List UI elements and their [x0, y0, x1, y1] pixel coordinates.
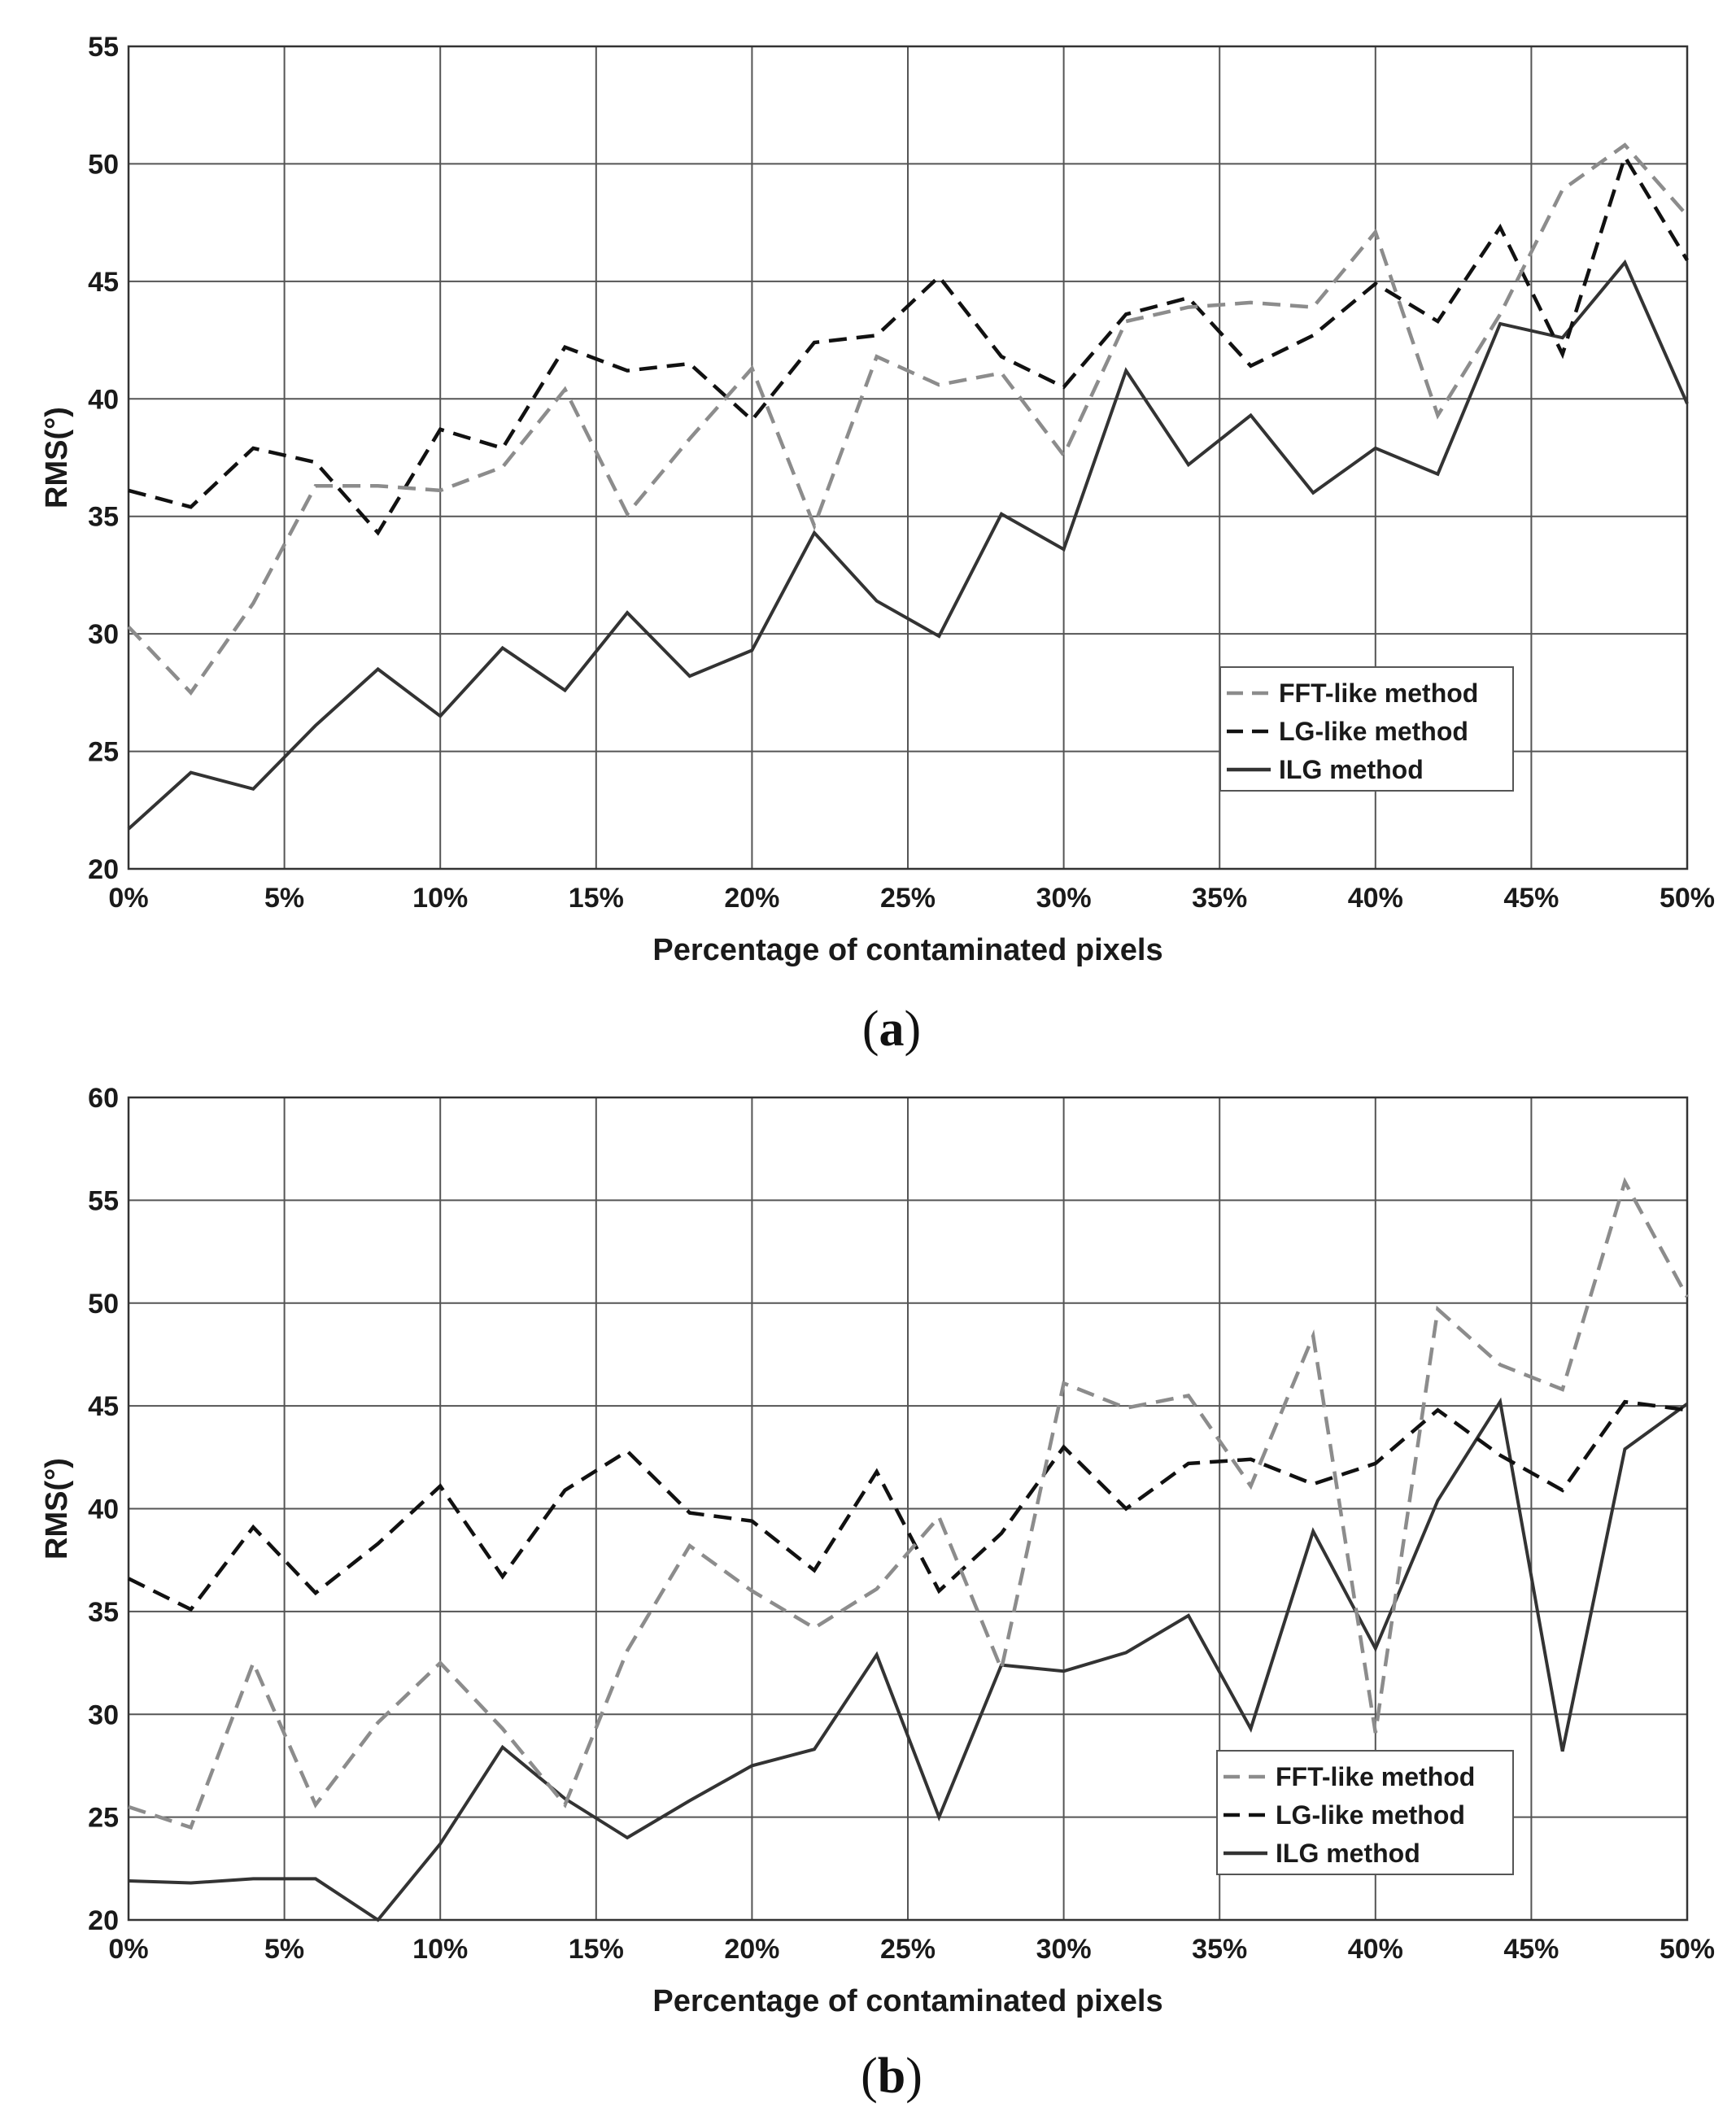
y-tick-label: 25 [88, 737, 119, 768]
plot-frame [127, 1096, 1689, 1922]
legend-label-fft-like-method: FFT-like method [1279, 678, 1478, 708]
x-tick-label: 5% [264, 1934, 304, 1965]
legend: FFT-like method LG-like method ILG method [1219, 666, 1514, 792]
x-tick-label: 10% [412, 883, 468, 914]
chart-panel-a: 0% 5% 10% 15% 20% 25% 30% 35% 40% 45% 50% 20 25 30 35 4… [40, 32, 1715, 1057]
x-tick-label: 25% [880, 883, 936, 914]
series-line-ilg-method [128, 1397, 1689, 1922]
x-tick-label: 30% [1036, 883, 1092, 914]
panel-label-part: ( [862, 1001, 879, 1057]
panel-label-part: ( [861, 2048, 878, 2104]
y-tick-label: 50 [88, 1289, 119, 1320]
x-axis-label: Percentage of contaminated pixels [652, 933, 1162, 967]
y-tick-label: 45 [88, 267, 119, 298]
panel-label: (a) [862, 1001, 921, 1057]
legend-label-ilg-method: ILG method [1276, 1839, 1420, 1868]
panel-label-part: ) [905, 2048, 923, 2104]
x-tick-label: 5% [264, 883, 304, 914]
x-tick-label: 40% [1348, 1934, 1403, 1965]
y-axis-label: RMS(°) [40, 1458, 74, 1560]
panel-label: (b) [861, 2048, 923, 2104]
x-tick-label: 15% [569, 1934, 624, 1965]
x-tick-label: 40% [1348, 883, 1403, 914]
chart-panel-b: 0% 5% 10% 15% 20% 25% 30% 35% 40% 45% 50% 20 25 30 35 4… [40, 1083, 1715, 2104]
legend-label-lg-like-method: LG-like method [1276, 1800, 1465, 1830]
x-tick-label: 50% [1660, 1934, 1715, 1965]
y-tick-label: 40 [88, 1494, 119, 1525]
legend-label-lg-like-method: LG-like method [1279, 717, 1468, 746]
x-tick-label: 45% [1503, 1934, 1559, 1965]
x-tick-label: 20% [724, 883, 779, 914]
y-tick-label: 55 [88, 1185, 119, 1216]
y-tick-label: 50 [88, 149, 119, 180]
y-tick-label: 30 [88, 1699, 119, 1730]
y-tick-label: 35 [88, 1597, 119, 1628]
x-tick-label: 0% [108, 1934, 148, 1965]
panel-label-part: a [879, 1001, 905, 1057]
plot-frame [127, 45, 1689, 870]
series-line-fft-like-method [127, 142, 1689, 696]
x-tick-label: 35% [1192, 1934, 1247, 1965]
y-tick-label: 45 [88, 1391, 119, 1422]
y-tick-label: 40 [88, 384, 119, 415]
legend: FFT-like method LG-like method ILG method [1216, 1750, 1514, 1875]
legend-label-ilg-method: ILG method [1279, 755, 1424, 784]
panel-label-part: ) [905, 1001, 922, 1057]
x-axis-label: Percentage of contaminated pixels [652, 1984, 1162, 2018]
panel-label-part: b [878, 2048, 905, 2104]
y-tick-label: 35 [88, 502, 119, 533]
y-tick-label: 20 [88, 1905, 119, 1936]
series-line-ilg-method [127, 259, 1689, 831]
y-axis-label: RMS(°) [40, 407, 74, 508]
y-tick-label: 60 [88, 1083, 119, 1114]
series-line-fft-like-method [128, 1176, 1689, 1830]
x-tick-label: 20% [724, 1934, 779, 1965]
x-tick-label: 10% [412, 1934, 468, 1965]
x-tick-label: 15% [569, 883, 624, 914]
y-tick-label: 20 [88, 854, 119, 885]
y-tick-label: 25 [88, 1803, 119, 1834]
y-tick-label: 55 [88, 32, 119, 63]
x-tick-label: 45% [1503, 883, 1559, 914]
legend-label-fft-like-method: FFT-like method [1276, 1762, 1475, 1791]
y-tick-label: 30 [88, 619, 119, 650]
x-tick-label: 35% [1192, 883, 1247, 914]
x-tick-label: 30% [1036, 1934, 1092, 1965]
x-tick-label: 25% [880, 1934, 936, 1965]
x-tick-label: 50% [1660, 883, 1715, 914]
series-line-lg-like-method [128, 152, 1689, 536]
x-tick-label: 0% [108, 883, 148, 914]
